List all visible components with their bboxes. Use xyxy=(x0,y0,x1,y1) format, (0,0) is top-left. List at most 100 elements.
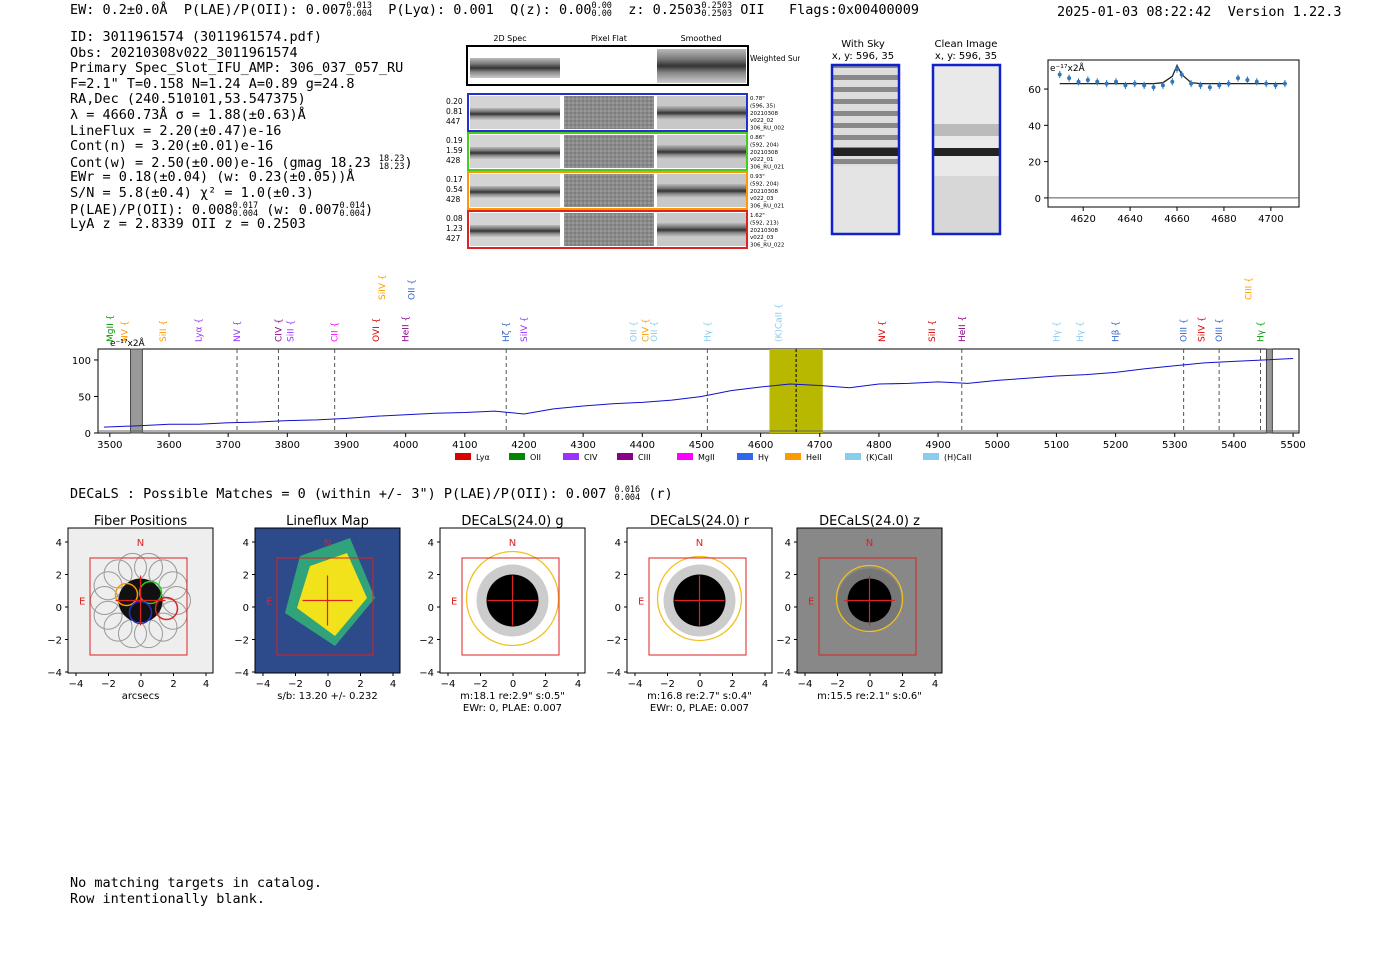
zoom-point xyxy=(1254,79,1259,84)
cutout-right-value: 20210308 xyxy=(750,150,778,156)
fiber-circle xyxy=(93,571,123,601)
cutout-left-value: 1.23 xyxy=(446,224,463,233)
cutout-smoothed-trace xyxy=(657,223,746,237)
spectrum-line-label: CIV { xyxy=(274,318,284,342)
panel-xtick-label: 4 xyxy=(575,679,581,690)
legend-swatch xyxy=(563,453,579,460)
legend-swatch xyxy=(617,453,633,460)
spectrum-xtick-label: 4600 xyxy=(748,440,773,451)
spectrum-line-label: OVI { xyxy=(372,318,382,342)
cutout-right-value: 20210308 xyxy=(750,189,778,195)
info-contw: Cont(w) = 2.50(±0.00)e-16 (gmag 18.23 18… xyxy=(70,153,413,172)
legend-swatch xyxy=(677,453,693,460)
spectrum-ytick-label: 100 xyxy=(72,356,91,367)
cutout-right-value: v022_03 xyxy=(750,196,774,202)
spectrum-xtick-label: 5200 xyxy=(1103,440,1128,451)
footer-notes: No matching targets in catalog. Row inte… xyxy=(70,875,322,907)
clean-frame xyxy=(931,63,1002,236)
cutout-left-value: 0.17 xyxy=(446,175,463,184)
panel-xtick-label: −2 xyxy=(101,679,116,690)
spectrum-xtick-label: 3800 xyxy=(275,440,300,451)
clean-band xyxy=(934,124,999,136)
cutout-right-value: (596, 35) xyxy=(750,103,775,109)
cutout-2dspec-trace xyxy=(470,225,560,237)
zoom-point xyxy=(1207,85,1212,90)
north-label: N xyxy=(324,538,331,549)
spectrum-xtick-label: 5000 xyxy=(985,440,1010,451)
legend-swatch xyxy=(509,453,525,460)
spectrum-line-label: HeII { xyxy=(402,316,412,342)
north-label: N xyxy=(137,538,144,549)
sky-panels: With Sky x, y: 596, 35 Clean Image x, y:… xyxy=(830,39,1002,236)
zoom-point xyxy=(1236,76,1241,81)
with-sky-frame xyxy=(830,63,901,236)
panel-xtick-label: 0 xyxy=(325,679,331,690)
cutout-pixelflat xyxy=(564,96,654,129)
line-fit-chart: 4620 4640 4660 4680 4700 0 20 40 60 e⁻¹⁷x2Å xyxy=(1028,59,1300,225)
cutout-right-value: (592, 204) xyxy=(750,181,779,187)
legend-label: OII xyxy=(530,453,541,462)
panel-xtick-label: 4 xyxy=(932,679,938,690)
cutout-right-value: 0.78" xyxy=(750,96,765,102)
panel-xtick-label: 2 xyxy=(357,679,363,690)
zoom-ytick-label: 0 xyxy=(1035,194,1041,205)
cutout-header-2dspec: 2D Spec xyxy=(493,34,526,43)
spectrum-line-label: OIII { xyxy=(1215,318,1225,342)
panel-caption: s/b: 13.20 +/- 0.232 xyxy=(277,691,377,702)
cutout-smoothed-trace xyxy=(657,106,746,120)
zoom-point xyxy=(1104,81,1109,86)
panel-xtick-label: 4 xyxy=(762,679,768,690)
cutout-right-value: 306_RU_002 xyxy=(750,126,784,132)
z-value: z: 0.2503 xyxy=(628,2,702,18)
legend-swatch xyxy=(455,453,471,460)
cutout-left-value: 0.54 xyxy=(446,185,463,194)
spectrum-xtick-label: 5300 xyxy=(1162,440,1187,451)
cutout-right-value: v022_01 xyxy=(750,157,774,163)
info-fit: F=2.1" T=0.158 N=1.24 A=0.89 g=24.8 xyxy=(70,75,355,92)
clean-title: Clean Image xyxy=(935,39,998,50)
panel-ytick-label: −4 xyxy=(776,668,791,679)
legend-swatch xyxy=(785,453,801,460)
spectrum-line-label: SiIV { xyxy=(378,274,388,300)
spectrum-xtick-label: 4000 xyxy=(393,440,418,451)
cutout-pixelflat xyxy=(564,174,654,207)
info-lineflux: LineFlux = 2.20(±0.47)e-16 xyxy=(70,122,282,139)
spectrum-line-label: Hζ { xyxy=(502,322,512,342)
zoom-point xyxy=(1076,79,1081,84)
spectrum-xtick-label: 3600 xyxy=(156,440,181,451)
spectrum-line-label: NV { xyxy=(121,321,131,342)
info-block: ID: 3011961574 (3011961574.pdf) Obs: 202… xyxy=(70,29,413,233)
legend-label: Hγ xyxy=(758,453,769,462)
plae-value: P(LAE)/P(OII): 0.007 xyxy=(183,2,347,18)
spectrum-xtick-label: 4400 xyxy=(630,440,655,451)
panel-xtick-label: 0 xyxy=(510,679,516,690)
zoom-point xyxy=(1245,77,1250,82)
spectrum-masked-region xyxy=(1265,348,1273,434)
north-label: N xyxy=(509,538,516,549)
panel-caption: m:18.1 re:2.9" s:0.5" xyxy=(460,691,565,702)
zoom-point xyxy=(1114,79,1119,84)
spectrum-trace xyxy=(103,357,1294,428)
cutout-right-value: v022_02 xyxy=(750,118,774,124)
header-bar: EW: 0.2±0.0Å P(LAE)/P(OII): 0.007 0.013 0.… xyxy=(70,1,920,19)
panel-xtick-label: 0 xyxy=(867,679,873,690)
panel-ytick-label: −2 xyxy=(47,636,62,647)
zoom-point xyxy=(1226,81,1231,86)
panel-ytick-label: −2 xyxy=(419,636,434,647)
panel-ytick-label: 2 xyxy=(243,571,249,582)
spectrum-masked-region xyxy=(130,348,143,434)
version: Version 1.22.3 xyxy=(1227,4,1342,20)
zoom-point xyxy=(1198,83,1203,88)
cutout-left-value: 428 xyxy=(446,156,461,165)
timestamp: 2025-01-03 08:22:42 xyxy=(1057,4,1212,20)
cutout-left-value: 1.59 xyxy=(446,146,463,155)
spectrum-line-label: CIV { xyxy=(641,318,651,342)
image-panels: Fiber Positions N E 4 2 0 −2 −4 −4 −2 0 2 4 arcsecs Li… xyxy=(47,514,943,714)
zoom-point xyxy=(1170,79,1175,84)
zoom-point xyxy=(1282,81,1287,86)
weighted-sum-2dspec xyxy=(470,58,560,78)
zoom-point xyxy=(1123,83,1128,88)
aperture-box xyxy=(276,557,374,656)
spectrum-xtick-label: 3500 xyxy=(97,440,122,451)
panel-caption: arcsecs xyxy=(122,691,160,702)
